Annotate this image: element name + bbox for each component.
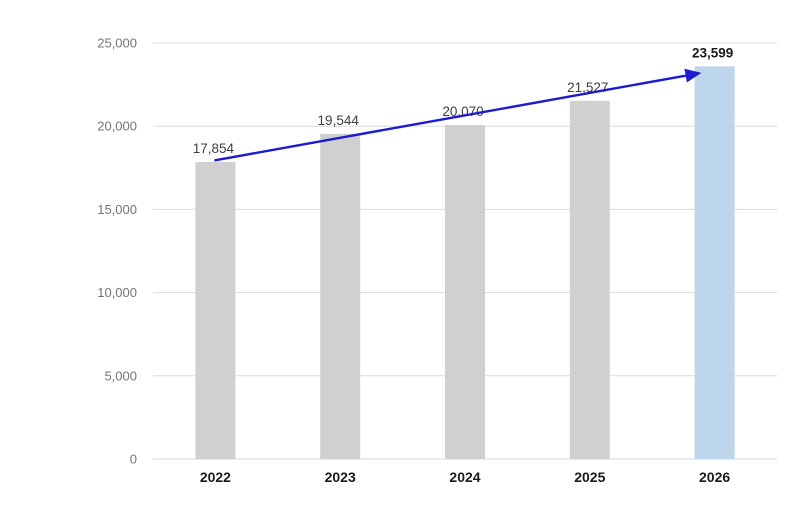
y-tick-label: 25,000 [97,36,137,51]
x-tick-label-2023: 2023 [325,469,356,485]
y-tick-label: 20,000 [97,119,137,134]
y-tick-label: 10,000 [97,285,137,300]
bar-chart-canvas: 0 5,000 10,000 15,000 20,000 25,000 17,854 2022… [97,36,777,485]
data-label-2024: 20,070 [442,104,483,119]
data-label-2023: 19,544 [318,113,360,128]
bar-2023 [320,133,361,459]
y-tick-label: 5,000 [104,368,137,383]
x-tick-label-2025: 2025 [574,469,605,485]
data-label-2026: 23,599 [692,45,733,60]
trend-arrow [214,68,702,162]
bar-2024 [445,125,485,459]
bar-2025 [569,100,610,460]
bar-2022 [195,161,236,460]
bar-2026 [694,66,735,460]
x-tick-label-2024: 2024 [449,469,480,485]
x-tick-label-2022: 2022 [200,469,231,485]
y-tick-label: 0 [130,452,137,467]
y-tick-label: 15,000 [97,202,137,217]
forecast-bar-chart: 0 5,000 10,000 15,000 20,000 25,000 17,854 2022… [40,16,800,511]
x-tick-label-2026: 2026 [699,469,730,485]
data-label-2022: 17,854 [193,141,235,156]
